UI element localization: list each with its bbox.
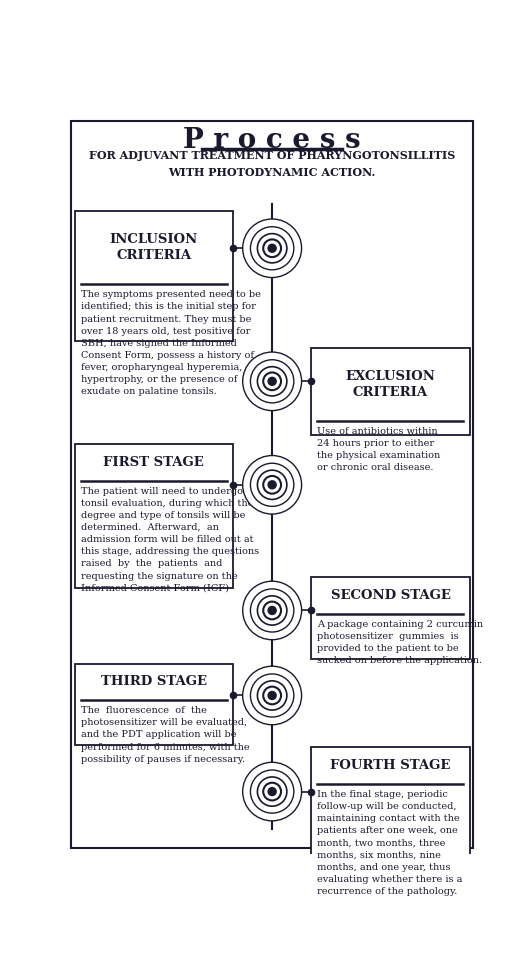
Text: In the final stage, periodic
follow-up will be conducted,
maintaining contact wi: In the final stage, periodic follow-up w… — [318, 790, 463, 896]
Text: Use of antibiotics within
24 hours prior to either
the physical examination
or c: Use of antibiotics within 24 hours prior… — [318, 427, 441, 472]
Ellipse shape — [243, 219, 302, 277]
Text: A package containing 2 curcumin
photosensitizer  gummies  is
provided to the pat: A package containing 2 curcumin photosen… — [318, 619, 484, 665]
Ellipse shape — [268, 607, 276, 614]
Ellipse shape — [251, 588, 294, 632]
Ellipse shape — [268, 481, 276, 489]
Ellipse shape — [258, 233, 287, 263]
Ellipse shape — [243, 352, 302, 411]
Text: The  fluorescence  of  the
photosensitizer will be evaluated,
and the PDT applic: The fluorescence of the photosensitizer … — [81, 707, 250, 764]
Text: P r o c e s s: P r o c e s s — [183, 127, 361, 154]
Ellipse shape — [263, 602, 281, 619]
Ellipse shape — [258, 596, 287, 625]
FancyBboxPatch shape — [74, 663, 233, 745]
Text: THIRD STAGE: THIRD STAGE — [101, 676, 207, 688]
Text: INCLUSION
CRITERIA: INCLUSION CRITERIA — [110, 233, 198, 262]
Ellipse shape — [263, 239, 281, 257]
Text: EXCLUSION
CRITERIA: EXCLUSION CRITERIA — [346, 370, 435, 399]
Text: The patient will need to undergo a
tonsil evaluation, during which the
degree an: The patient will need to undergo a tonsi… — [81, 487, 259, 592]
Ellipse shape — [263, 476, 281, 493]
Ellipse shape — [268, 244, 276, 252]
Ellipse shape — [258, 777, 287, 806]
FancyBboxPatch shape — [74, 444, 233, 588]
Ellipse shape — [258, 470, 287, 499]
Ellipse shape — [251, 674, 294, 717]
FancyBboxPatch shape — [311, 348, 470, 435]
Ellipse shape — [268, 787, 276, 796]
FancyBboxPatch shape — [311, 577, 470, 659]
Ellipse shape — [268, 691, 276, 700]
Ellipse shape — [251, 360, 294, 403]
Ellipse shape — [243, 666, 302, 725]
FancyBboxPatch shape — [74, 211, 233, 341]
FancyBboxPatch shape — [71, 121, 473, 849]
Ellipse shape — [263, 686, 281, 705]
Ellipse shape — [258, 367, 287, 396]
Text: FOURTH STAGE: FOURTH STAGE — [330, 759, 451, 772]
Ellipse shape — [251, 464, 294, 506]
Text: FIRST STAGE: FIRST STAGE — [104, 456, 204, 468]
FancyBboxPatch shape — [311, 747, 470, 869]
Ellipse shape — [243, 456, 302, 514]
Ellipse shape — [251, 770, 294, 813]
Ellipse shape — [243, 581, 302, 639]
Ellipse shape — [243, 762, 302, 821]
Text: FOR ADJUVANT TREATMENT OF PHARYNGOTONSILLITIS
WITH PHOTODYNAMIC ACTION.: FOR ADJUVANT TREATMENT OF PHARYNGOTONSIL… — [89, 150, 455, 179]
Ellipse shape — [268, 377, 276, 385]
Ellipse shape — [263, 782, 281, 801]
Text: The symptoms presented need to be
identified; this is the initial step for
patie: The symptoms presented need to be identi… — [81, 290, 261, 396]
Text: SECOND STAGE: SECOND STAGE — [330, 588, 450, 602]
Ellipse shape — [258, 681, 287, 710]
Ellipse shape — [251, 227, 294, 270]
Ellipse shape — [263, 372, 281, 390]
